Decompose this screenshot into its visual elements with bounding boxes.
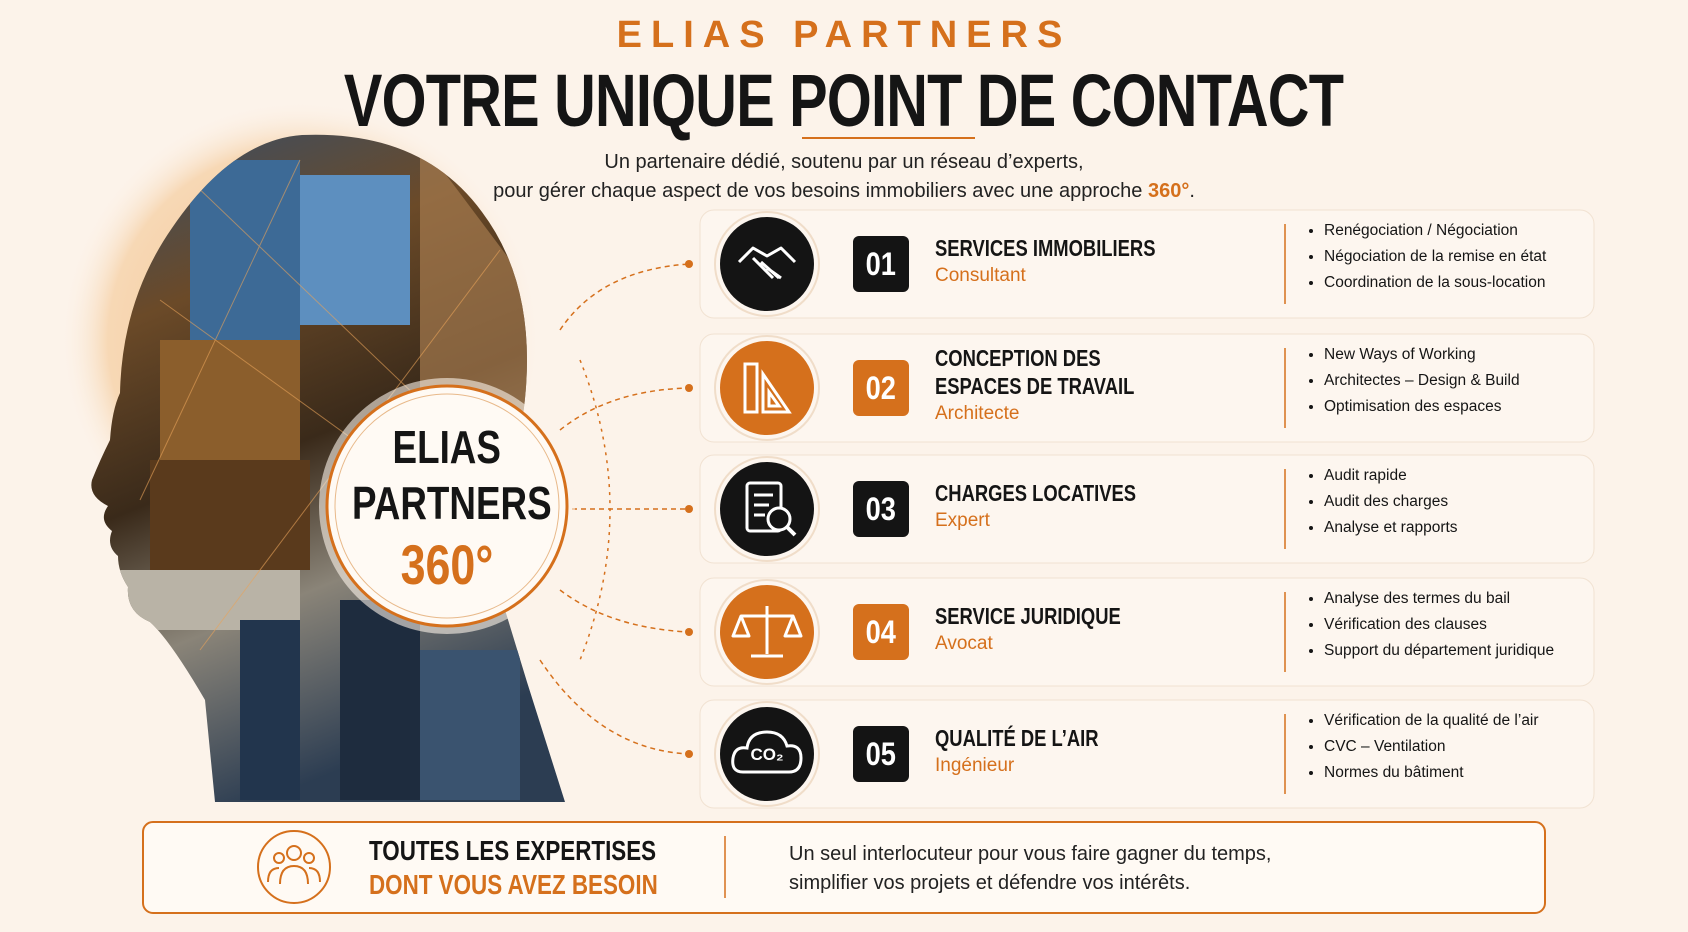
service-title-text: CHARGES LOCATIVES [935,480,1137,506]
service-number: 03 [853,481,909,537]
icon-shape [785,525,797,537]
service-card [699,209,1595,319]
footer-text: simplifier vos projets et défendre vos i… [789,872,1191,894]
footer-title-line: TOUTES LES EXPERTISES [369,835,657,866]
bullet: CVC – Ventilation [1324,738,1594,756]
service-bullets: Audit rapide Audit des charges Analyse et … [1306,467,1594,545]
main-title: VOTRE UNIQUE POINT DE CONTACT [0,58,1688,143]
bullet: Vérification de la qualité de l’air [1324,712,1594,730]
bullet: Négociation de la remise en état [1324,248,1594,266]
service-card [699,333,1595,443]
service-number-text: 01 [865,245,897,282]
service-number-text: 05 [865,735,897,772]
service-icon [731,606,803,658]
icon-circle [720,217,814,311]
bullet: Audit rapide [1324,467,1594,485]
center-line: PARTNERS [351,477,552,529]
icon-label: CO₂ [750,745,783,764]
service-title: CHARGES LOCATIVES [935,479,1186,507]
center-name: PARTNERS [327,476,567,530]
service-title-text: SERVICE JURIDIQUE [935,603,1121,629]
service-number-text: 04 [865,613,897,650]
bullet: Analyse des termes du bail [1324,590,1594,608]
subtitle-line: Un partenaire dédié, soutenu par un rése… [604,151,1084,173]
subtitle-text: pour gérer chaque aspect de vos besoins … [493,180,1143,202]
bullet: New Ways of Working [1324,346,1594,364]
connectors [539,263,690,755]
icon-shape [731,730,803,774]
service-title: CONCEPTION DES [935,344,1142,372]
service-bullets: Analyse des termes du bail Vérification d… [1306,590,1594,668]
center-number: 360° [327,532,567,597]
footer-text: Un seul interlocuteur pour vous faire ga… [789,843,1272,865]
service-role: Consultant [935,265,1026,286]
footer-title: TOUTES LES EXPERTISES [369,834,728,868]
brand: ELIAS PARTNERS [616,14,1072,56]
service-number: 04 [853,604,909,660]
service-title: SERVICES IMMOBILIERS [935,234,1211,262]
bullet: Coordination de la sous-location [1324,274,1594,292]
icon-shape [743,362,792,414]
service-title: QUALITÉ DE L’AIR [935,724,1139,752]
service-card [699,699,1595,809]
subtitle-highlight: 360° [1147,180,1190,202]
subtitle-line: pour gérer chaque aspect de vos besoins … [0,180,1688,203]
icon-circle [720,707,814,801]
bullet: Optimisation des espaces [1324,398,1594,416]
service-icon: CO₂ [731,730,803,774]
service-bullets: New Ways of Working Architectes – Design … [1306,346,1594,424]
service-number-text: 03 [865,490,897,527]
service-title: SERVICE JURIDIQUE [935,602,1167,630]
icon-shape [754,493,773,517]
service-number: 05 [853,726,909,782]
service-icon [737,246,797,280]
service-title-text: CONCEPTION DES [935,345,1101,371]
service-number-text: 02 [865,369,897,406]
bullet: Normes du bâtiment [1324,764,1594,782]
icon-shape [731,606,803,658]
service-role: Avocat [935,633,993,654]
service-number: 01 [853,236,909,292]
bullet: Renégociation / Négociation [1324,222,1594,240]
icon-shape [737,246,797,280]
service-number: 02 [853,360,909,416]
service-title-text: ESPACES DE TRAVAIL [935,373,1135,399]
service-icon [745,481,797,537]
bullet: Support du département juridique [1324,642,1594,660]
service-role: Expert [935,510,990,531]
icon-circle [720,462,814,556]
service-title-text: SERVICES IMMOBILIERS [935,235,1156,261]
service-bullets: Renégociation / Négociation Négociation d… [1306,222,1594,300]
footer-title: DONT VOUS AVEZ BESOIN [369,868,730,902]
bullet: Audit des charges [1324,493,1594,511]
service-bullets: Vérification de la qualité de l’air CVC –… [1306,712,1594,790]
icon-circle [720,341,814,435]
title-text: VOTRE UNIQUE POINT DE CONTACT [344,59,1344,142]
service-title-text: QUALITÉ DE L’AIR [935,725,1099,751]
service-card [699,454,1595,564]
subtitle-end: . [1189,180,1195,202]
service-role: Ingénieur [935,755,1015,776]
bullet: Architectes – Design & Build [1324,372,1594,390]
footer-title-line: DONT VOUS AVEZ BESOIN [369,869,658,900]
service-card [699,577,1595,687]
service-role: Architecte [935,403,1020,424]
center-name: ELIAS [327,420,567,474]
service-title: ESPACES DE TRAVAIL [935,372,1184,400]
bullet: Vérification des clauses [1324,616,1594,634]
icon-shape [766,506,792,532]
center-line: ELIAS [392,421,502,473]
service-icon [743,362,792,414]
center-number-text: 360° [400,533,494,596]
bullet: Analyse et rapports [1324,519,1594,537]
